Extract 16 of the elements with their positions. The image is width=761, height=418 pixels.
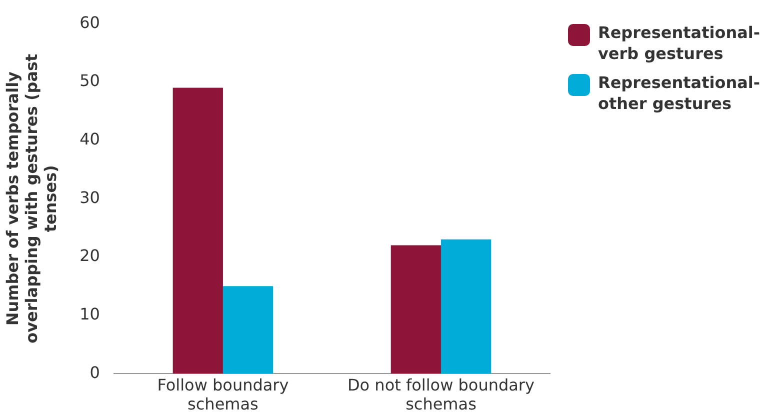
y-tick-label: 10	[80, 304, 100, 324]
legend-label: Representational-other gestures	[598, 72, 760, 114]
x-tick-label: Follow boundary schemas	[157, 375, 289, 414]
x-tick-label: Do not follow boundary schemas	[347, 375, 534, 414]
y-tick-label: 30	[80, 188, 100, 207]
y-tick-label: 40	[80, 129, 100, 148]
bar	[440, 239, 492, 374]
y-tick-label: 0	[90, 362, 100, 382]
y-tick-label: 60	[80, 12, 100, 32]
bar	[390, 245, 441, 374]
y-axis-title: Number of verbs temporally overlapping with gestures (past tenses)	[2, 53, 60, 344]
y-tick-label: 50	[80, 71, 100, 90]
bar	[222, 286, 274, 374]
legend-label: Representational-verb gestures	[598, 22, 760, 64]
y-tick-label: 20	[80, 246, 100, 266]
bar	[172, 88, 223, 374]
